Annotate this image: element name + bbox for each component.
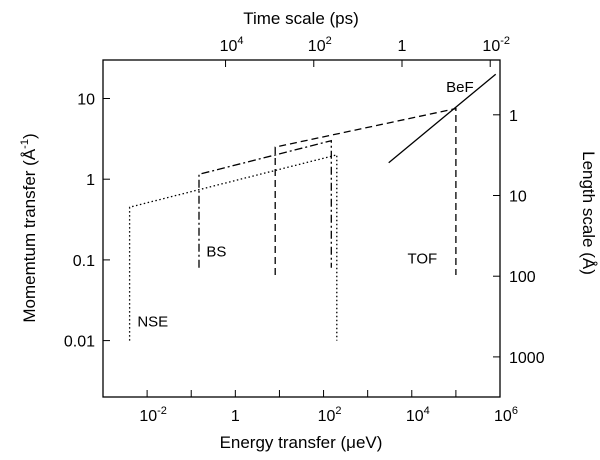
y-axis-title-end: ) [20,133,39,139]
right-tick-label: 100 [509,269,536,286]
region-nse-outline [128,154,338,341]
x-tick-label: 1 [231,408,240,425]
region-nse-label: NSE [137,313,168,330]
plot-frame [102,59,501,398]
right-tick-label: 10 [509,189,527,206]
x-tick-label: 10-2 [139,405,167,425]
region-labels: NSE BS TOF BeF [137,79,473,330]
x-axis-title: Energy transfer (μeV) [220,433,383,452]
top-tick-label: 1 [398,38,407,55]
right-axis-title: Length scale (Å) [579,151,598,275]
ticks [102,60,501,397]
y-tick-label: 0.01 [64,334,95,351]
region-bs-outline [198,139,332,268]
x-tick-label: 106 [494,405,518,425]
region-bef-outline [388,73,497,164]
right-tick-label: 1 [509,108,518,125]
right-tick-label: 1000 [509,350,545,367]
region-bs-label: BS [206,244,226,261]
top-axis-title: Time scale (ps) [243,9,359,28]
tick-labels: 10-2 1 102 104 106 0.01 0.1 1 10 104 102 1 10-2 1 10 10… [64,35,545,425]
top-tick-label: 102 [308,35,332,55]
regions [128,73,497,341]
y-axis-title-main: Momemtum transfer (Å [20,148,39,322]
region-tof-outline [274,107,457,275]
y-axis-title-exp: -1 [19,139,31,149]
x-tick-label: 104 [406,405,430,425]
top-tick-label: 10-2 [482,35,510,55]
region-bef-label: BeF [446,79,474,96]
y-tick-label: 10 [77,92,95,109]
y-tick-label: 0.1 [73,253,95,270]
y-tick-label: 1 [86,172,95,189]
x-tick-label: 102 [318,405,342,425]
y-axis-title: Momemtum transfer (Å-1) [19,133,39,322]
top-tick-label: 104 [220,35,244,55]
region-tof-label: TOF [408,251,438,268]
